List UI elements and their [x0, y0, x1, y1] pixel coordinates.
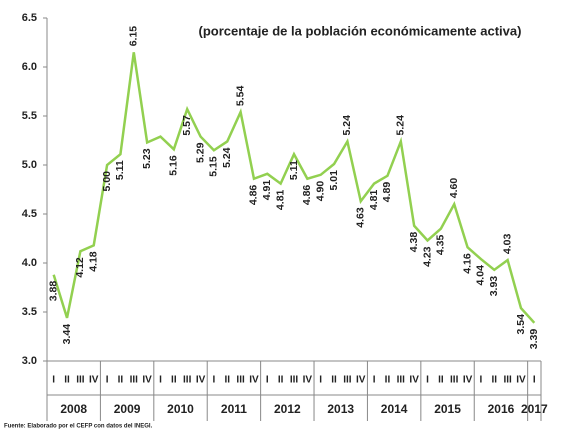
x-tick-label: I	[426, 375, 429, 386]
y-tick-label: 4.0	[22, 257, 37, 269]
x-tick-label: III	[130, 375, 139, 386]
x-tick-label: II	[118, 375, 124, 386]
data-label: 3.54	[515, 314, 527, 335]
data-label: 4.81	[274, 189, 286, 210]
data-label: 5.15	[208, 156, 220, 177]
x-tick-label: IV	[409, 375, 419, 386]
x-tick-label: IV	[303, 375, 313, 386]
x-group-label: 2014	[381, 402, 408, 416]
x-tick-label: IV	[356, 375, 366, 386]
x-tick-label: I	[106, 375, 109, 386]
x-tick-label: I	[319, 375, 322, 386]
x-tick-label: II	[491, 375, 497, 386]
data-label: 4.04	[475, 265, 487, 286]
data-label: 4.90	[314, 181, 326, 202]
data-label: 5.54	[234, 85, 246, 106]
x-tick-label: III	[76, 375, 85, 386]
x-tick-label: IV	[142, 375, 152, 386]
x-tick-label: III	[503, 375, 512, 386]
data-label: 3.93	[488, 276, 500, 297]
data-label: 4.12	[74, 257, 86, 278]
x-group-label: 2015	[434, 402, 461, 416]
x-tick-label: IV	[89, 375, 99, 386]
y-tick-label: 4.5	[22, 208, 37, 220]
y-tick-label: 5.0	[22, 159, 37, 171]
x-tick-label: II	[385, 375, 391, 386]
x-group-label: 2010	[167, 402, 194, 416]
data-label: 4.38	[408, 232, 420, 253]
x-group-label: 2013	[327, 402, 354, 416]
data-label: 5.16	[168, 155, 180, 176]
x-tick-label: I	[373, 375, 376, 386]
data-label: 3.39	[528, 329, 540, 350]
x-group-label: 2011	[221, 402, 247, 416]
data-label: 5.29	[194, 142, 206, 163]
x-tick-label: I	[480, 375, 483, 386]
x-tick-label: IV	[463, 375, 473, 386]
x-tick-label: I	[213, 375, 216, 386]
data-label: 4.18	[88, 251, 100, 272]
data-label: 4.63	[355, 207, 367, 228]
data-label: 4.91	[261, 180, 273, 201]
x-tick-label: II	[331, 375, 337, 386]
x-tick-label: IV	[516, 375, 526, 386]
x-group-label: 2009	[114, 402, 141, 416]
y-tick-label: 3.0	[22, 355, 37, 367]
y-tick-label: 6.0	[22, 61, 37, 73]
data-label: 4.35	[435, 235, 447, 256]
x-tick-label: II	[438, 375, 444, 386]
x-tick-label: I	[266, 375, 269, 386]
data-label: 5.57	[181, 115, 193, 136]
x-group-label: 2017	[521, 402, 548, 416]
x-tick-label: I	[159, 375, 162, 386]
data-label: 5.24	[341, 115, 353, 136]
x-tick-label: I	[533, 375, 536, 386]
source-note: Fuente: Elaborado por el CEFP con datos …	[4, 424, 153, 430]
x-tick-label: IV	[196, 375, 206, 386]
y-tick-label: 3.5	[22, 306, 37, 318]
x-group-label: 2016	[488, 402, 515, 416]
x-group-label: 2008	[60, 402, 87, 416]
x-tick-label: IV	[249, 375, 259, 386]
data-label: 5.23	[141, 148, 153, 169]
data-label: 4.23	[421, 246, 433, 267]
data-label: 4.86	[248, 185, 260, 206]
x-tick-label: III	[236, 375, 245, 386]
x-tick-label: II	[171, 375, 177, 386]
data-label: 4.03	[501, 233, 513, 254]
data-label: 3.44	[61, 324, 73, 345]
data-label: 5.00	[101, 171, 113, 192]
x-tick-label: III	[397, 375, 406, 386]
data-label: 6.15	[128, 26, 140, 47]
data-label: 4.81	[368, 189, 380, 210]
data-label: 4.16	[461, 253, 473, 274]
data-label: 4.86	[301, 185, 313, 206]
x-tick-label: II	[278, 375, 284, 386]
y-tick-label: 5.5	[22, 110, 37, 122]
y-tick-label: 6.5	[22, 12, 37, 24]
x-tick-label: III	[183, 375, 192, 386]
data-label: 4.89	[381, 182, 393, 203]
data-label: 5.01	[328, 170, 340, 191]
data-label: 3.88	[47, 281, 59, 302]
data-label: 4.60	[448, 178, 460, 199]
chart-subtitle: (porcentaje de la población económicamen…	[199, 23, 522, 38]
x-tick-label: III	[343, 375, 352, 386]
x-tick-label: III	[450, 375, 459, 386]
data-label: 5.24	[395, 115, 407, 136]
data-label: 5.11	[288, 160, 300, 180]
x-tick-label: I	[52, 375, 55, 386]
x-group-label: 2012	[274, 402, 301, 416]
data-label: 5.24	[221, 147, 233, 168]
data-line	[52, 52, 536, 324]
x-tick-label: II	[64, 375, 70, 386]
x-tick-label: II	[224, 375, 230, 386]
data-label: 5.11	[114, 160, 126, 180]
x-tick-label: III	[290, 375, 299, 386]
